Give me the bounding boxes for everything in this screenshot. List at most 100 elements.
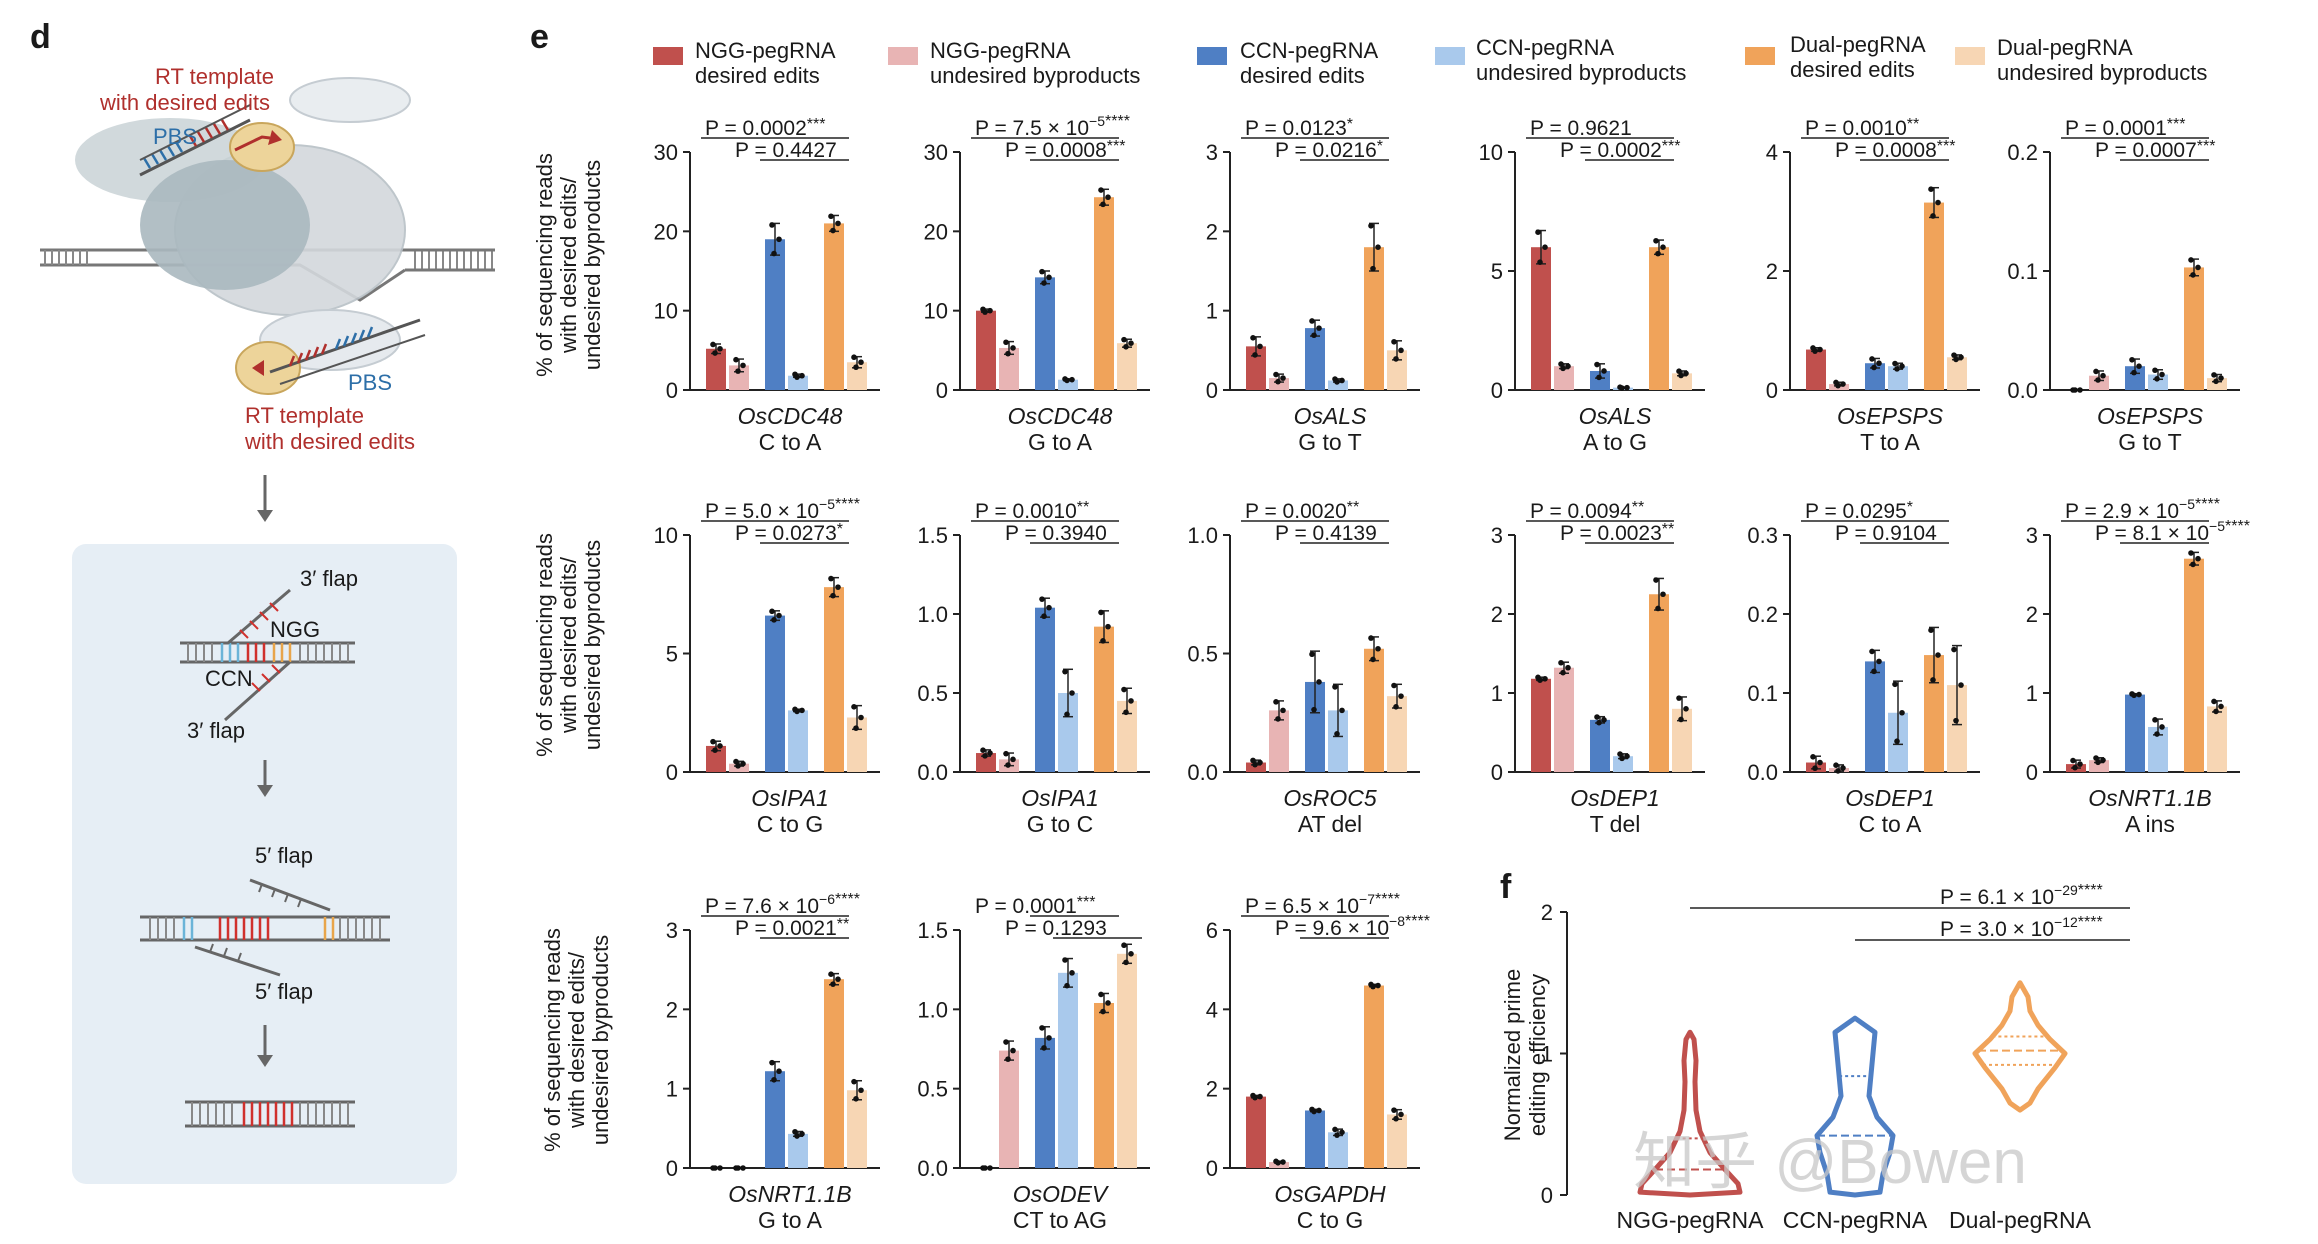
data-point [2136,363,2142,370]
y-tick-label: 0.2 [2007,140,2038,165]
row1-ylabel: % of sequencing reads with desired edits… [532,153,605,377]
bar [999,347,1019,390]
data-point [2159,371,2165,378]
data-point [771,617,777,623]
violin-category-label: CCN-pegRNA [1783,1207,1928,1233]
data-point [1596,374,1602,381]
bar-chart-1: 0 10 20 30 P = 7.5 × 10−5****P = 0.0008*** Os… [924,113,1150,455]
data-point [1275,378,1281,385]
data-point [982,309,988,315]
legend-text-3-a: CCN-pegRNA [1476,35,1614,60]
data-point [1370,983,1376,990]
data-point [1537,259,1543,265]
data-point [1624,384,1630,391]
data-point [1128,951,1134,957]
y-tick-label: 3 [666,918,678,943]
bar [1649,247,1669,390]
data-point [1393,356,1399,362]
data-point [1123,343,1129,350]
data-point [835,220,841,227]
p-value-label: P = 0.0021** [735,916,849,940]
p-value-label: P = 0.0094** [1530,499,1644,523]
data-point [740,1165,746,1171]
p-value-label: P = 0.0007*** [2095,138,2215,162]
legend-text-4-a: Dual-pegRNA [1790,32,1926,57]
edit-label: C to A [759,429,822,455]
data-point [1560,669,1566,676]
p-value-label: P = 0.0010** [1805,116,1919,140]
data-point [1003,750,1009,757]
gene-label: OsEPSPS [1837,403,1944,429]
data-point [1537,677,1543,684]
data-point [1619,755,1625,762]
p-value-label: P = 9.6 × 10−8**** [1275,913,1430,940]
y-tick-label: 2 [1206,1077,1218,1102]
p-value-label: P = 0.4139 [1275,522,1377,545]
y-tick-label: 2 [2026,602,2038,627]
y-tick-label: 0.0 [2007,378,2038,403]
bar [847,717,867,772]
data-point [1273,371,1279,378]
p-value-label: P = 0.0023** [1560,521,1674,545]
bar [788,1133,808,1168]
p-value-label: P = 5.0 × 10−5**** [705,496,860,523]
y-tick-label: 0 [666,378,678,403]
data-point [835,976,841,982]
edit-label: G to T [2118,429,2182,455]
bar [999,1050,1019,1168]
data-point [1316,679,1322,685]
flap3-top-label: 3′ flap [300,566,358,591]
bar [1305,328,1325,390]
data-point [1339,707,1345,714]
gene-label: OsCDC48 [1008,403,1113,429]
data-point [776,236,782,243]
y-tick-label: 4 [1206,997,1218,1022]
data-point [710,738,716,745]
data-point [740,760,746,767]
gene-label: OsEPSPS [2097,403,2204,429]
edit-label: C to G [757,811,823,837]
data-point [771,250,777,257]
data-point [1311,1108,1317,1115]
violin-p-value-label: P = 3.0 × 10−12**** [1940,914,2103,941]
data-point [1833,762,1839,769]
data-point [1892,681,1898,688]
bar [1035,607,1055,772]
violin-y-tick-label: 1 [1541,1042,1553,1067]
p-value-label: P = 0.0002*** [705,116,825,140]
data-point [1935,199,1941,206]
bar [2184,558,2204,772]
bar [1094,626,1114,772]
data-point [1280,375,1286,381]
y-tick-label: 0.2 [1747,602,1778,627]
data-point [1039,268,1045,275]
bar [1364,247,1384,390]
bar [1531,678,1551,772]
y-tick-label: 0.5 [1187,642,1218,667]
data-point [712,1165,718,1171]
data-point [2093,368,2099,375]
gene-label: OsIPA1 [1021,785,1099,811]
data-point [735,368,741,374]
edit-label: AT del [1298,811,1362,837]
data-point [1601,717,1607,723]
bar [1554,667,1574,772]
data-point [1375,645,1381,652]
bar [1554,366,1574,390]
y-tick-label: 20 [654,219,678,244]
data-point [2190,272,2196,278]
data-point [1683,706,1689,712]
violin-shape [1814,1015,1896,1198]
data-point [1123,709,1129,716]
data-point [1892,360,1898,367]
data-point [1393,704,1399,710]
data-point [799,372,805,379]
data-point [1100,201,1106,208]
y-tick-label: 3 [1206,140,1218,165]
data-point [1370,656,1376,663]
bar [1117,343,1137,390]
edit-label: G to C [1027,811,1093,837]
data-point [1951,352,1957,358]
